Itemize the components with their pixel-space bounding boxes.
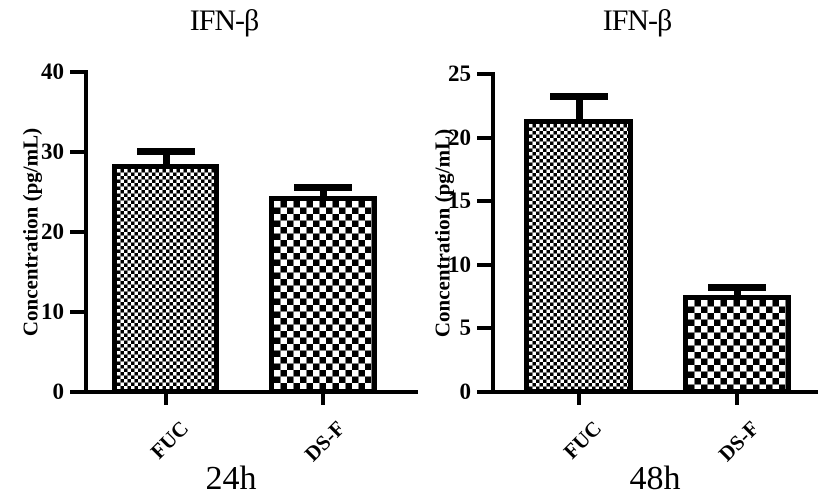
y-tick-mark <box>70 150 84 154</box>
y-tick-mark <box>70 70 84 74</box>
error-bar-stem <box>163 148 170 164</box>
y-tick-mark <box>477 390 491 394</box>
x-tick-mark <box>577 394 581 405</box>
x-panel-label: 24h <box>205 460 257 497</box>
category-label: FUC <box>558 416 606 464</box>
y-tick-mark <box>70 230 84 234</box>
bar-fuc <box>524 119 633 394</box>
y-tick-label: 20 <box>448 125 471 150</box>
y-tick-label: 0 <box>52 379 65 404</box>
y-tick-mark <box>477 136 491 140</box>
y-tick-label: 25 <box>448 61 471 86</box>
y-axis-line <box>84 70 88 394</box>
bar-ds-f <box>269 196 377 394</box>
error-bar-cap <box>708 284 766 291</box>
category-label: DS-F <box>713 416 764 466</box>
bar-ds-f <box>683 295 791 394</box>
y-tick-label: 10 <box>448 252 471 277</box>
bar-fuc <box>112 164 219 394</box>
x-tick-mark <box>735 394 739 405</box>
y-tick-label: 20 <box>41 219 64 244</box>
y-tick-label: 10 <box>41 299 64 324</box>
x-tick-mark <box>164 394 168 405</box>
y-axis-line <box>491 72 495 394</box>
y-tick-label: 40 <box>41 59 64 84</box>
y-tick-label: 5 <box>459 315 472 340</box>
error-bar-stem <box>576 93 583 119</box>
y-tick-label: 0 <box>459 379 472 404</box>
error-bar-cap <box>550 93 608 100</box>
y-tick-label: 30 <box>41 139 64 164</box>
y-tick-label: 15 <box>448 188 471 213</box>
chart-title: IFN-β <box>602 4 673 37</box>
x-axis-line <box>491 390 818 394</box>
y-tick-mark <box>477 263 491 267</box>
x-axis-line <box>84 390 418 394</box>
y-tick-mark <box>70 390 84 394</box>
x-panel-label: 48h <box>629 460 681 497</box>
y-tick-mark <box>477 326 491 330</box>
y-axis-label: Concentration (pg/mL) <box>430 128 455 338</box>
x-tick-mark <box>321 394 325 405</box>
y-tick-mark <box>70 310 84 314</box>
chart-title: IFN-β <box>189 4 260 37</box>
error-bar-cap <box>137 148 195 155</box>
error-bar-cap <box>294 184 352 191</box>
y-tick-mark <box>477 199 491 203</box>
y-tick-mark <box>477 72 491 76</box>
